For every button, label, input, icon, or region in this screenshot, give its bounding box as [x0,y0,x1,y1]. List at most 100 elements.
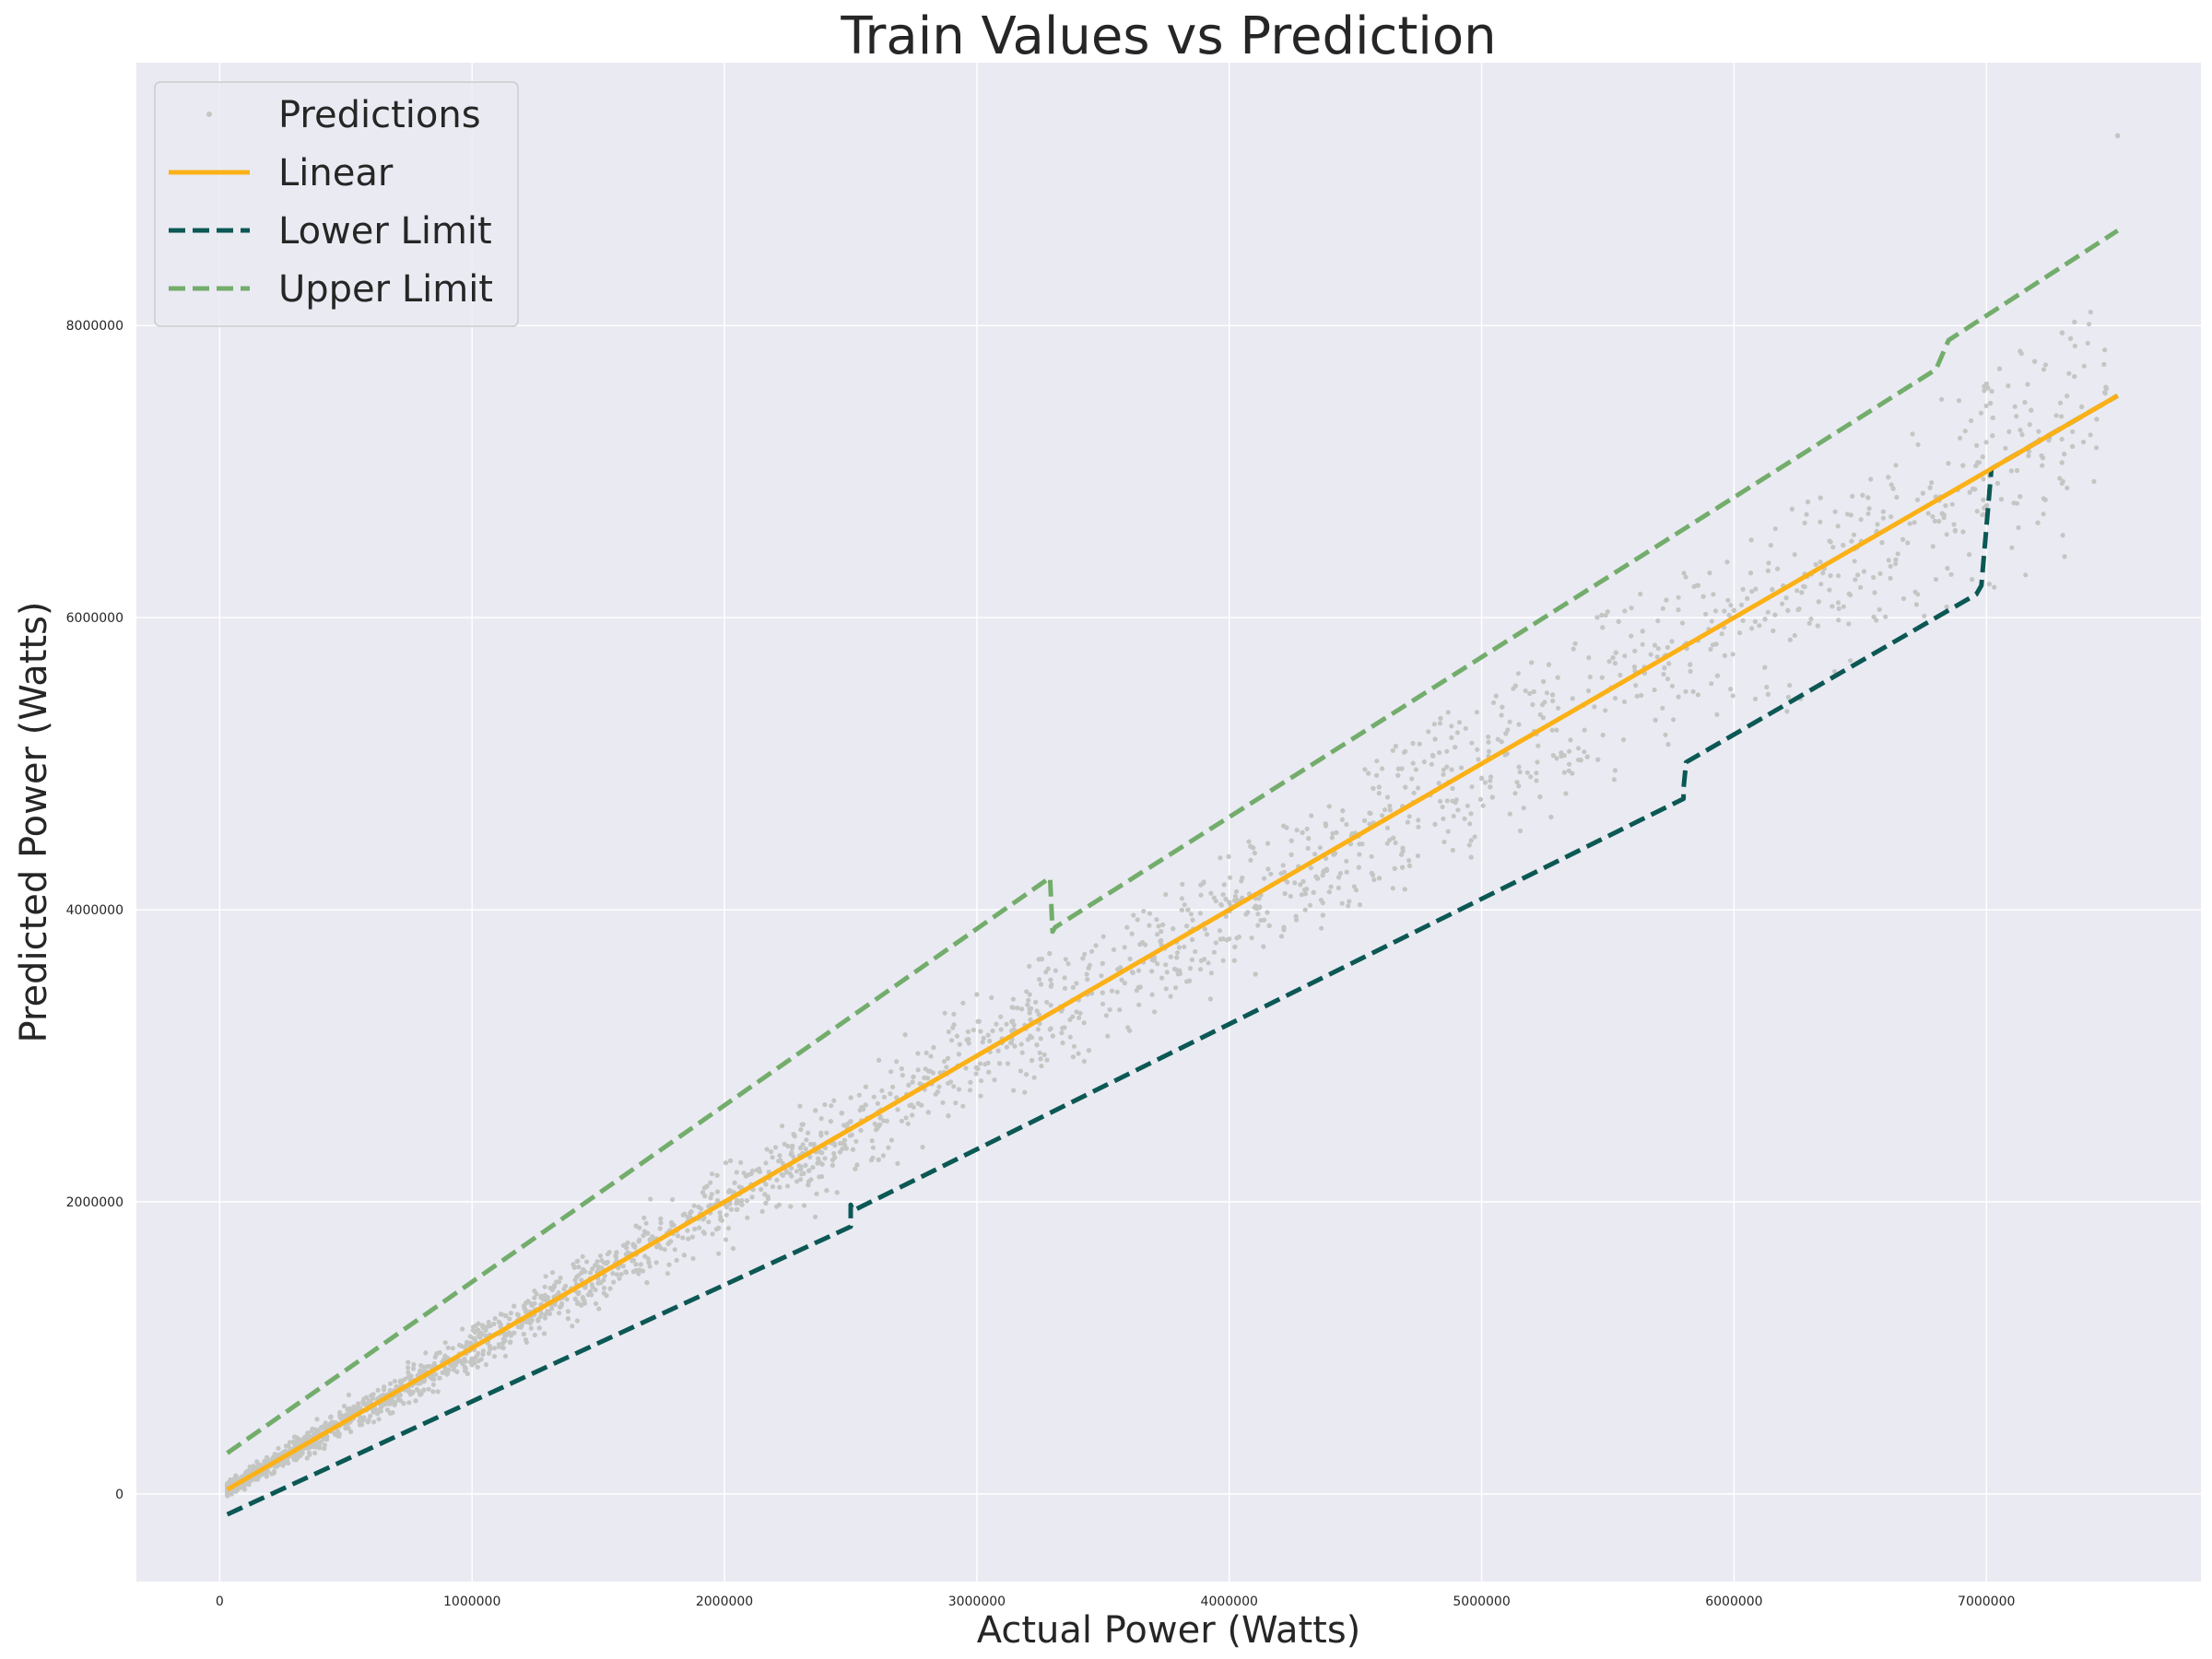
prediction-point [1309,813,1314,818]
prediction-point [1282,890,1288,897]
prediction-point [1893,557,1899,562]
prediction-point [985,1032,991,1038]
prediction-point [1830,545,1836,550]
prediction-point [1421,759,1427,765]
prediction-point [951,1084,957,1089]
prediction-point [1288,852,1294,857]
prediction-point [433,1371,439,1377]
prediction-point [645,1230,651,1236]
prediction-point [1478,775,1485,782]
prediction-point [1850,493,1855,500]
prediction-point [1996,366,2003,371]
prediction-point [789,1173,794,1179]
y-tick-label: 0 [115,1488,124,1502]
prediction-point [1416,818,1421,823]
prediction-point [1550,698,1556,704]
prediction-point [1376,876,1382,881]
prediction-point [732,1180,737,1185]
prediction-point [1437,750,1442,756]
prediction-point [1207,996,1213,1002]
prediction-point [1154,917,1159,923]
prediction-point [816,1156,821,1161]
prediction-point [1676,694,1681,700]
prediction-point [665,1241,671,1247]
prediction-point [1722,608,1727,614]
prediction-point [1331,852,1336,857]
prediction-point [853,1166,858,1171]
prediction-point [890,1084,896,1089]
prediction-point [1324,855,1329,862]
prediction-point [1027,992,1032,997]
prediction-point [1390,747,1395,753]
lower-limit-line [226,394,2119,1517]
prediction-point [1841,604,1846,609]
prediction-point [1871,574,1877,581]
prediction-point [876,1157,881,1162]
prediction-point [1695,692,1700,698]
prediction-point [1012,1043,1018,1049]
prediction-point [1737,630,1743,636]
prediction-point [1305,845,1311,852]
prediction-point [1949,501,1955,507]
prediction-point [1832,509,1838,514]
prediction-point [1858,517,1864,523]
prediction-point [978,1029,983,1034]
series-lines [226,229,2119,1517]
prediction-point [464,1339,470,1345]
prediction-point [1233,888,1240,895]
prediction-point [2081,363,2087,369]
prediction-point [1981,477,1986,482]
prediction-point [1045,966,1051,971]
prediction-point [1507,811,1512,817]
prediction-point [917,1081,923,1087]
prediction-point [1832,668,1838,675]
prediction-point [700,1217,706,1222]
prediction-point [294,1435,300,1441]
prediction-point [1252,850,1257,856]
prediction-point [1951,522,1957,527]
prediction-point [1820,571,1826,576]
prediction-point [1450,785,1455,792]
prediction-point [1438,798,1443,805]
prediction-point [1255,923,1261,928]
prediction-point [1189,957,1194,962]
prediction-point [1611,777,1617,782]
prediction-point [1426,729,1431,735]
prediction-point [931,1044,936,1051]
prediction-point [1240,875,1245,881]
prediction-point [1025,1002,1030,1007]
prediction-point [287,1440,292,1445]
prediction-point [2036,429,2041,434]
prediction-point [870,1145,877,1150]
prediction-point [614,1250,619,1255]
prediction-point [274,1464,279,1469]
prediction-point [1187,978,1193,983]
prediction-point [1818,495,1823,500]
prediction-point [648,1196,653,1202]
prediction-point [491,1354,498,1359]
prediction-point [899,1118,905,1124]
prediction-point [960,1103,966,1109]
prediction-point [1262,876,1267,881]
prediction-point [1445,710,1451,715]
prediction-point [1861,569,1866,574]
prediction-point [312,1450,318,1456]
prediction-point [1406,863,1413,869]
prediction-point [1438,715,1443,722]
prediction-point [1326,889,1332,895]
prediction-point [1004,1021,1009,1027]
prediction-point [2062,554,2067,559]
prediction-point [1771,628,1776,634]
prediction-point [1930,513,1936,520]
prediction-point [2029,407,2034,413]
prediction-point [998,1014,1004,1019]
legend-label-linear: Linear [278,152,394,194]
x-tick-label: 0 [216,1594,224,1609]
prediction-point [1907,521,1912,526]
prediction-point [1957,435,1963,441]
prediction-point [1665,644,1670,651]
prediction-point [1787,637,1793,642]
prediction-point [508,1339,513,1346]
prediction-point [1775,566,1781,571]
prediction-point [1010,996,1016,1002]
